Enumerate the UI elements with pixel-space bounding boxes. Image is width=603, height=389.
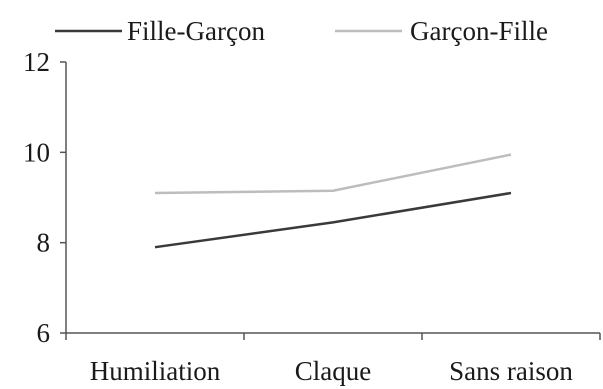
axes	[65, 62, 600, 334]
y-tick-label: 8	[37, 228, 51, 258]
x-tick-label: Claque	[295, 356, 371, 386]
series-lines	[154, 153, 512, 249]
x-axis-labels: Humiliation Claque Sans raison	[65, 333, 601, 386]
x-tick-label: Humiliation	[90, 356, 221, 386]
y-axis-ticks: 6 8 10 12	[23, 47, 66, 348]
series-line-1	[154, 191, 512, 249]
y-tick-label: 12	[23, 47, 50, 77]
legend-label-1: Fille-Garçon	[127, 16, 265, 46]
series-line-2	[154, 153, 512, 195]
y-tick-label: 10	[23, 137, 50, 167]
y-tick-label: 6	[37, 318, 51, 348]
legend-label-2: Garçon-Fille	[410, 16, 548, 46]
legend: Fille-Garçon Garçon-Fille	[55, 16, 548, 46]
x-tick-label: Sans raison	[449, 356, 573, 386]
